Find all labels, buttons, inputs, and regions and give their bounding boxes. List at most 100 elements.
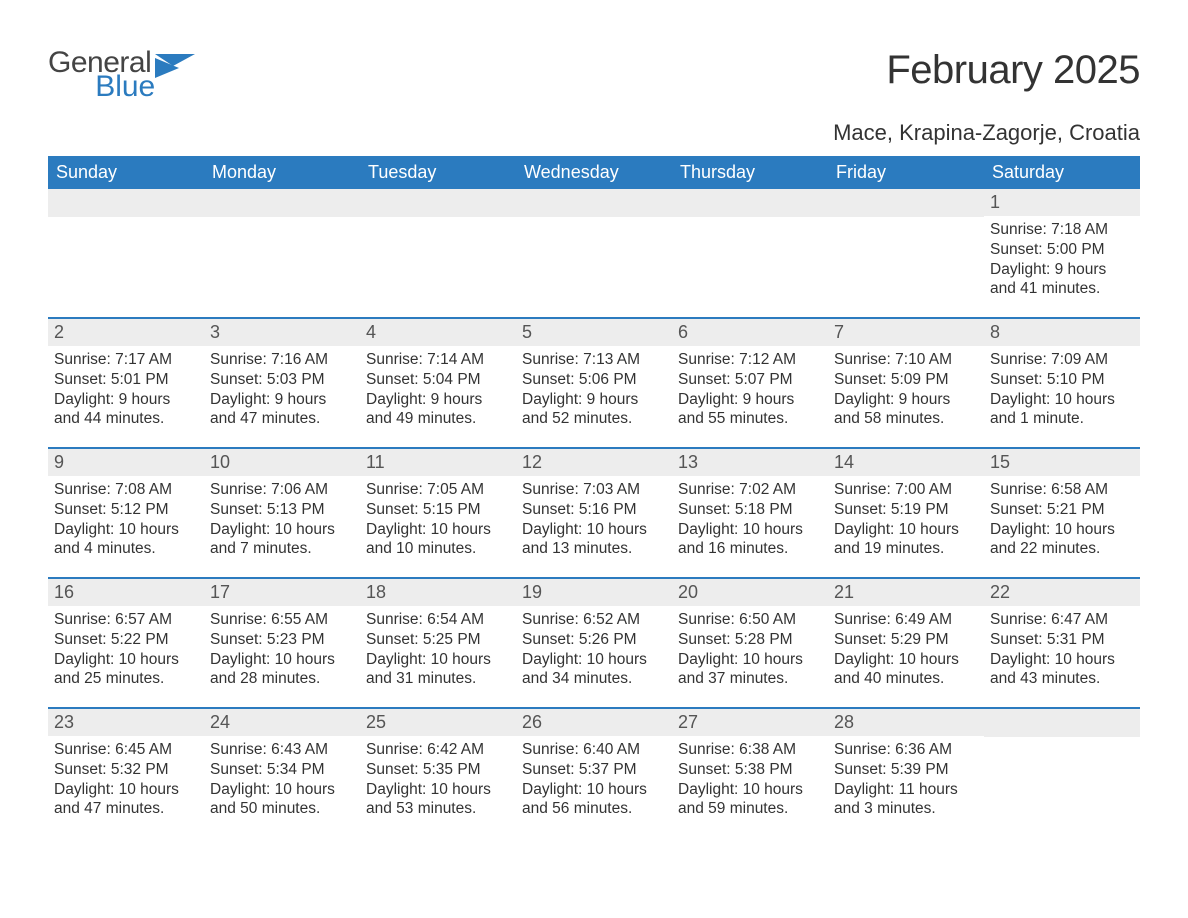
day-number: 22	[984, 579, 1140, 606]
month-title: February 2025	[886, 48, 1140, 93]
sunrise-text: Sunrise: 7:17 AM	[54, 350, 198, 370]
sunrise-text: Sunrise: 6:49 AM	[834, 610, 978, 630]
day-details: Sunrise: 7:14 AMSunset: 5:04 PMDaylight:…	[360, 346, 516, 443]
sunrise-text: Sunrise: 7:18 AM	[990, 220, 1134, 240]
day-details: Sunrise: 7:13 AMSunset: 5:06 PMDaylight:…	[516, 346, 672, 443]
calendar-cell: 9Sunrise: 7:08 AMSunset: 5:12 PMDaylight…	[48, 449, 204, 577]
calendar-cell: 24Sunrise: 6:43 AMSunset: 5:34 PMDayligh…	[204, 709, 360, 837]
day-number: 6	[672, 319, 828, 346]
empty-day	[828, 189, 984, 217]
daylight-text: Daylight: 9 hours and 44 minutes.	[54, 390, 198, 430]
calendar-cell: 4Sunrise: 7:14 AMSunset: 5:04 PMDaylight…	[360, 319, 516, 447]
daylight-text: Daylight: 10 hours and 40 minutes.	[834, 650, 978, 690]
calendar-cell: 13Sunrise: 7:02 AMSunset: 5:18 PMDayligh…	[672, 449, 828, 577]
sunrise-text: Sunrise: 6:50 AM	[678, 610, 822, 630]
empty-day	[984, 709, 1140, 737]
sunrise-text: Sunrise: 7:10 AM	[834, 350, 978, 370]
sunset-text: Sunset: 5:03 PM	[210, 370, 354, 390]
sunrise-text: Sunrise: 6:43 AM	[210, 740, 354, 760]
day-number: 28	[828, 709, 984, 736]
flag-icon	[155, 54, 199, 80]
daylight-text: Daylight: 10 hours and 59 minutes.	[678, 780, 822, 820]
day-details: Sunrise: 6:57 AMSunset: 5:22 PMDaylight:…	[48, 606, 204, 703]
day-details: Sunrise: 6:55 AMSunset: 5:23 PMDaylight:…	[204, 606, 360, 703]
calendar-cell: 23Sunrise: 6:45 AMSunset: 5:32 PMDayligh…	[48, 709, 204, 837]
calendar-cell: 17Sunrise: 6:55 AMSunset: 5:23 PMDayligh…	[204, 579, 360, 707]
day-details: Sunrise: 7:12 AMSunset: 5:07 PMDaylight:…	[672, 346, 828, 443]
calendar-cell: 6Sunrise: 7:12 AMSunset: 5:07 PMDaylight…	[672, 319, 828, 447]
calendar-cell	[360, 189, 516, 317]
calendar-cell: 10Sunrise: 7:06 AMSunset: 5:13 PMDayligh…	[204, 449, 360, 577]
day-number: 5	[516, 319, 672, 346]
header-row: General Blue February 2025	[48, 48, 1140, 102]
daylight-text: Daylight: 9 hours and 41 minutes.	[990, 260, 1134, 300]
sunset-text: Sunset: 5:38 PM	[678, 760, 822, 780]
weekday-col: Wednesday	[516, 156, 672, 189]
day-details: Sunrise: 7:16 AMSunset: 5:03 PMDaylight:…	[204, 346, 360, 443]
calendar-cell: 19Sunrise: 6:52 AMSunset: 5:26 PMDayligh…	[516, 579, 672, 707]
calendar-cell: 18Sunrise: 6:54 AMSunset: 5:25 PMDayligh…	[360, 579, 516, 707]
sunset-text: Sunset: 5:04 PM	[366, 370, 510, 390]
sunset-text: Sunset: 5:18 PM	[678, 500, 822, 520]
calendar-cell	[204, 189, 360, 317]
daylight-text: Daylight: 10 hours and 37 minutes.	[678, 650, 822, 690]
day-details: Sunrise: 6:42 AMSunset: 5:35 PMDaylight:…	[360, 736, 516, 833]
calendar-cell: 3Sunrise: 7:16 AMSunset: 5:03 PMDaylight…	[204, 319, 360, 447]
daylight-text: Daylight: 10 hours and 7 minutes.	[210, 520, 354, 560]
day-details: Sunrise: 7:10 AMSunset: 5:09 PMDaylight:…	[828, 346, 984, 443]
day-number: 21	[828, 579, 984, 606]
daylight-text: Daylight: 10 hours and 34 minutes.	[522, 650, 666, 690]
day-details: Sunrise: 6:49 AMSunset: 5:29 PMDaylight:…	[828, 606, 984, 703]
sunrise-text: Sunrise: 7:05 AM	[366, 480, 510, 500]
daylight-text: Daylight: 9 hours and 58 minutes.	[834, 390, 978, 430]
sunrise-text: Sunrise: 7:08 AM	[54, 480, 198, 500]
sunset-text: Sunset: 5:22 PM	[54, 630, 198, 650]
daylight-text: Daylight: 10 hours and 25 minutes.	[54, 650, 198, 690]
sunrise-text: Sunrise: 7:06 AM	[210, 480, 354, 500]
sunset-text: Sunset: 5:23 PM	[210, 630, 354, 650]
sunrise-text: Sunrise: 6:57 AM	[54, 610, 198, 630]
daylight-text: Daylight: 10 hours and 28 minutes.	[210, 650, 354, 690]
sunset-text: Sunset: 5:15 PM	[366, 500, 510, 520]
sunrise-text: Sunrise: 6:36 AM	[834, 740, 978, 760]
empty-day	[672, 189, 828, 217]
sunset-text: Sunset: 5:35 PM	[366, 760, 510, 780]
empty-day	[204, 189, 360, 217]
weekday-col: Thursday	[672, 156, 828, 189]
day-details: Sunrise: 6:52 AMSunset: 5:26 PMDaylight:…	[516, 606, 672, 703]
calendar-cell: 14Sunrise: 7:00 AMSunset: 5:19 PMDayligh…	[828, 449, 984, 577]
daylight-text: Daylight: 9 hours and 55 minutes.	[678, 390, 822, 430]
day-details: Sunrise: 7:17 AMSunset: 5:01 PMDaylight:…	[48, 346, 204, 443]
calendar-cell: 12Sunrise: 7:03 AMSunset: 5:16 PMDayligh…	[516, 449, 672, 577]
sunset-text: Sunset: 5:25 PM	[366, 630, 510, 650]
calendar-week: 9Sunrise: 7:08 AMSunset: 5:12 PMDaylight…	[48, 447, 1140, 577]
calendar-cell: 28Sunrise: 6:36 AMSunset: 5:39 PMDayligh…	[828, 709, 984, 837]
weeks-container: 1Sunrise: 7:18 AMSunset: 5:00 PMDaylight…	[48, 189, 1140, 837]
day-number: 14	[828, 449, 984, 476]
weekday-col: Saturday	[984, 156, 1140, 189]
calendar-cell: 8Sunrise: 7:09 AMSunset: 5:10 PMDaylight…	[984, 319, 1140, 447]
daylight-text: Daylight: 10 hours and 53 minutes.	[366, 780, 510, 820]
sunrise-text: Sunrise: 7:12 AM	[678, 350, 822, 370]
sunset-text: Sunset: 5:13 PM	[210, 500, 354, 520]
calendar-cell: 1Sunrise: 7:18 AMSunset: 5:00 PMDaylight…	[984, 189, 1140, 317]
day-number: 2	[48, 319, 204, 346]
sunrise-text: Sunrise: 7:09 AM	[990, 350, 1134, 370]
calendar-cell	[516, 189, 672, 317]
day-number: 4	[360, 319, 516, 346]
daylight-text: Daylight: 9 hours and 49 minutes.	[366, 390, 510, 430]
calendar: Sunday Monday Tuesday Wednesday Thursday…	[48, 156, 1140, 837]
sunset-text: Sunset: 5:12 PM	[54, 500, 198, 520]
sunset-text: Sunset: 5:28 PM	[678, 630, 822, 650]
brand-text: General Blue	[48, 48, 151, 102]
calendar-cell: 11Sunrise: 7:05 AMSunset: 5:15 PMDayligh…	[360, 449, 516, 577]
calendar-cell: 21Sunrise: 6:49 AMSunset: 5:29 PMDayligh…	[828, 579, 984, 707]
day-number: 3	[204, 319, 360, 346]
day-details: Sunrise: 6:58 AMSunset: 5:21 PMDaylight:…	[984, 476, 1140, 573]
day-number: 19	[516, 579, 672, 606]
day-details: Sunrise: 6:45 AMSunset: 5:32 PMDaylight:…	[48, 736, 204, 833]
day-details: Sunrise: 7:05 AMSunset: 5:15 PMDaylight:…	[360, 476, 516, 573]
sunrise-text: Sunrise: 6:38 AM	[678, 740, 822, 760]
day-number: 26	[516, 709, 672, 736]
day-details: Sunrise: 6:43 AMSunset: 5:34 PMDaylight:…	[204, 736, 360, 833]
